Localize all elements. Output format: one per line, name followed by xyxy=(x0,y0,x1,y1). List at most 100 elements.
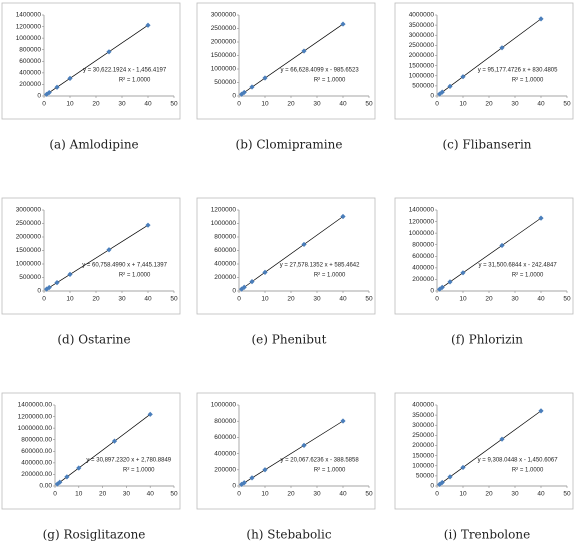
trendline xyxy=(241,216,344,290)
caption: (i) Trenbolone xyxy=(444,528,530,542)
y-tick-label: 1400000.00 xyxy=(18,402,53,409)
y-tick-label: 600000 xyxy=(19,58,41,65)
caption: (b) Clomipramine xyxy=(236,138,343,152)
y-tick-label: 1500000 xyxy=(16,247,42,254)
x-tick-label: 10 xyxy=(75,491,83,498)
data-point xyxy=(46,89,52,96)
x-tick-label: 0 xyxy=(435,101,439,108)
data-point xyxy=(145,22,151,28)
caption: (d) Ostarine xyxy=(57,333,130,347)
x-tick-label: 50 xyxy=(170,296,178,303)
y-tick-label: 2500000 xyxy=(409,42,435,49)
r-squared: R² = 1.0000 xyxy=(512,77,544,83)
y-tick-label: 400000 xyxy=(214,450,236,457)
y-tick-label: 600000 xyxy=(412,253,434,260)
y-tick-label: 2000000 xyxy=(409,52,435,59)
data-point xyxy=(44,286,50,292)
y-tick-label: 200000 xyxy=(19,81,41,88)
trendline xyxy=(57,414,151,485)
data-point xyxy=(499,45,505,51)
x-tick-label: 0 xyxy=(435,296,439,303)
data-point xyxy=(437,481,443,488)
r-squared: R² = 1.0000 xyxy=(512,467,544,473)
chart-frame xyxy=(196,197,376,315)
y-tick-label: 100000 xyxy=(412,462,434,469)
y-tick-label: 50000 xyxy=(416,473,434,480)
equation: y = 60,758.4990 x + 7,445.1397 xyxy=(82,263,167,269)
data-point xyxy=(340,213,346,220)
x-tick-label: 40 xyxy=(537,296,545,303)
y-tick-label: 250000 xyxy=(412,432,434,439)
x-tick-label: 20 xyxy=(99,491,107,498)
data-point xyxy=(437,286,443,292)
trendline xyxy=(439,18,542,95)
y-tick-label: 1200000 xyxy=(211,207,237,214)
x-tick-label: 0 xyxy=(53,491,57,498)
data-point xyxy=(67,271,73,277)
data-point xyxy=(447,83,453,89)
chart-frame xyxy=(394,392,574,510)
data-point xyxy=(538,408,544,414)
x-tick-label: 10 xyxy=(459,296,467,303)
x-tick-label: 30 xyxy=(511,296,519,303)
y-tick-label: 1000000 xyxy=(211,220,237,227)
data-point xyxy=(147,411,153,417)
x-tick-label: 50 xyxy=(170,491,178,498)
trendline xyxy=(439,410,542,485)
equation: y = 31,500.6844 x - 242.4847 xyxy=(478,263,557,269)
equation: y = 30,897.2320 x + 2,780.8849 xyxy=(86,458,171,464)
r-squared: R² = 1.0000 xyxy=(314,77,346,83)
trendline xyxy=(241,420,344,485)
data-point xyxy=(301,48,307,54)
caption: (g) Rosiglitazone xyxy=(43,528,146,542)
data-point xyxy=(447,474,453,480)
y-tick-label: 1000000 xyxy=(16,261,42,268)
x-tick-label: 10 xyxy=(459,491,467,498)
x-tick-label: 0 xyxy=(237,101,241,108)
y-tick-label: 2000000 xyxy=(16,234,42,241)
x-tick-label: 30 xyxy=(511,101,519,108)
data-point xyxy=(437,91,443,97)
x-tick-label: 50 xyxy=(365,491,373,498)
data-point xyxy=(76,465,82,471)
y-tick-label: 1200000 xyxy=(409,218,435,225)
data-point xyxy=(340,418,346,424)
data-point xyxy=(241,284,247,290)
y-tick-label: 1000000 xyxy=(16,35,42,42)
chart-frame xyxy=(1,197,181,315)
data-point xyxy=(262,467,268,473)
x-tick-label: 30 xyxy=(118,101,126,108)
data-point xyxy=(54,279,60,286)
equation: y = 20,067.6236 x - 388.5858 xyxy=(280,458,359,464)
x-tick-label: 30 xyxy=(118,296,126,303)
x-tick-label: 0 xyxy=(237,491,241,498)
data-point xyxy=(262,75,268,81)
x-tick-label: 40 xyxy=(144,101,152,108)
x-tick-label: 10 xyxy=(261,296,269,303)
x-tick-label: 20 xyxy=(92,296,100,303)
data-point xyxy=(538,16,544,22)
x-tick-label: 20 xyxy=(485,101,493,108)
data-point xyxy=(301,241,307,248)
data-point xyxy=(439,89,445,95)
data-point xyxy=(439,284,445,290)
x-tick-label: 0 xyxy=(42,101,46,108)
y-tick-label: 200000 xyxy=(214,467,236,474)
x-tick-label: 30 xyxy=(511,491,519,498)
x-tick-label: 20 xyxy=(287,491,295,498)
caption: (c) Flibanserin xyxy=(442,138,531,152)
y-tick-label: 2500000 xyxy=(211,25,237,32)
equation: y = 66,628.4099 x - 985.6523 xyxy=(280,68,359,74)
x-tick-label: 0 xyxy=(237,296,241,303)
y-tick-label: 1400000 xyxy=(409,207,435,214)
y-tick-label: 500000 xyxy=(214,79,236,86)
x-tick-label: 30 xyxy=(313,296,321,303)
data-point xyxy=(249,84,255,90)
y-tick-label: 3000000 xyxy=(409,32,435,39)
data-point xyxy=(439,479,445,486)
data-point xyxy=(241,480,247,486)
data-point xyxy=(499,242,505,249)
y-tick-label: 400000 xyxy=(412,265,434,272)
data-point xyxy=(249,475,255,481)
